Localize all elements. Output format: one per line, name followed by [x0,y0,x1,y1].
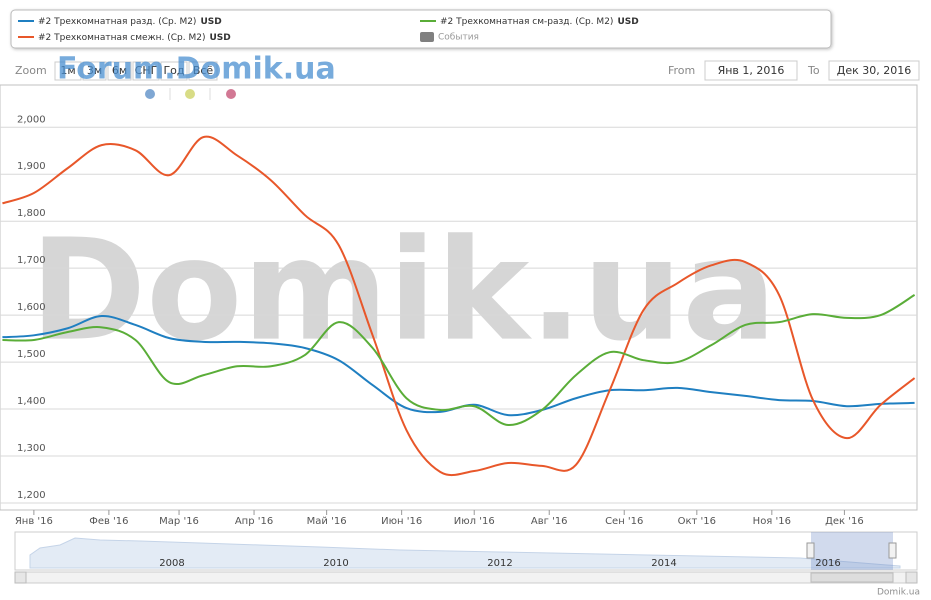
event-flag[interactable] [185,89,195,99]
y-tick-label: 1,900 [17,161,46,172]
watermark: Domik.ua [30,210,777,373]
zoom-button[interactable] [82,61,107,81]
x-tick-label: Апр '16 [235,516,273,527]
y-tick-label: 1,200 [17,490,46,501]
legend-label[interactable]: #2 Трехкомнатная разд. (Ср. M2) USD [38,17,222,27]
navigator-year: 2014 [651,558,676,569]
navigator-selection[interactable] [811,532,893,570]
zoom-button[interactable] [132,61,160,81]
legend-label[interactable]: События [438,33,479,43]
y-tick-label: 2,000 [17,114,46,125]
scroll-left[interactable] [14,571,27,584]
navigator-year: 2008 [159,558,184,569]
zoom-button-label[interactable]: 3м [87,64,102,77]
legend-unit[interactable]: USD [209,33,230,43]
plot-area [0,84,918,511]
navigator-year: 2016 [815,558,840,569]
legend-name[interactable]: #2 Трехкомнатная разд. (Ср. M2) [38,17,196,27]
event-flag[interactable] [145,89,155,99]
y-tick-label: 1,300 [17,443,46,454]
from-value[interactable]: Янв 1, 2016 [718,64,785,77]
y-tick-label: 1,400 [17,396,46,407]
x-tick-label: Сен '16 [605,516,643,527]
x-tick-label: Янв '16 [15,516,53,527]
legend-name[interactable]: #2 Трехкомнатная см-разд. (Ср. M2) [440,17,613,27]
x-tick-label: Июл '16 [454,516,495,527]
watermark: Forum.Domik.ua [57,52,336,87]
legend-box [10,9,832,49]
from-input[interactable] [704,60,798,81]
legend-name[interactable]: #2 Трехкомнатная смежн. (Ср. M2) [38,33,205,43]
legend-unit[interactable]: USD [200,17,221,27]
zoom-button-label[interactable]: Год [163,64,184,77]
series-line [2,294,916,427]
zoom-label: Zoom [15,64,47,77]
x-tick-label: Фев '16 [89,516,128,527]
legend-swatch [420,32,434,42]
legend-label[interactable]: #2 Трехкомнатная смежн. (Ср. M2) USD [38,33,231,43]
from-label: From [668,64,695,77]
to-input[interactable] [828,60,920,81]
zoom-button-label[interactable]: СНГ [135,64,158,77]
legend-label[interactable]: #2 Трехкомнатная см-разд. (Ср. M2) USD [440,17,639,27]
zoom-button[interactable] [54,61,82,81]
y-tick-label: 1,600 [17,302,46,313]
zoom-button[interactable] [188,61,218,81]
zoom-button[interactable] [160,61,188,81]
legend-unit[interactable]: USD [617,17,638,27]
x-tick-label: Май '16 [307,516,347,527]
scroll-right[interactable] [905,571,918,584]
credit[interactable]: Domik.ua [877,588,920,598]
zoom-button-label[interactable]: 6м [112,64,127,77]
zoom-button[interactable] [107,61,132,81]
series-line [2,135,916,477]
zoom-button-label[interactable]: Всё [193,64,214,77]
navigator-series [29,537,901,569]
y-tick-label: 1,700 [17,255,46,266]
x-tick-label: Авг '16 [531,516,568,527]
zoom-button-label[interactable]: 1м [60,64,75,77]
event-flag[interactable] [226,89,236,99]
x-tick-label: Ноя '16 [753,516,791,527]
to-value[interactable]: Дек 30, 2016 [837,64,912,77]
x-tick-label: Мар '16 [159,516,199,527]
x-tick-label: Дек '16 [825,516,864,527]
navigator-handle[interactable] [888,542,897,559]
x-tick-label: Июн '16 [381,516,422,527]
y-tick-label: 1,800 [17,208,46,219]
to-label: To [807,64,820,77]
scroll-thumb[interactable] [810,572,894,583]
navigator-year: 2010 [323,558,348,569]
navigator-year: 2012 [487,558,512,569]
navigator-handle[interactable] [806,542,815,559]
x-tick-label: Окт '16 [678,516,716,527]
y-tick-label: 1,500 [17,349,46,360]
scrollbar[interactable] [14,571,918,584]
